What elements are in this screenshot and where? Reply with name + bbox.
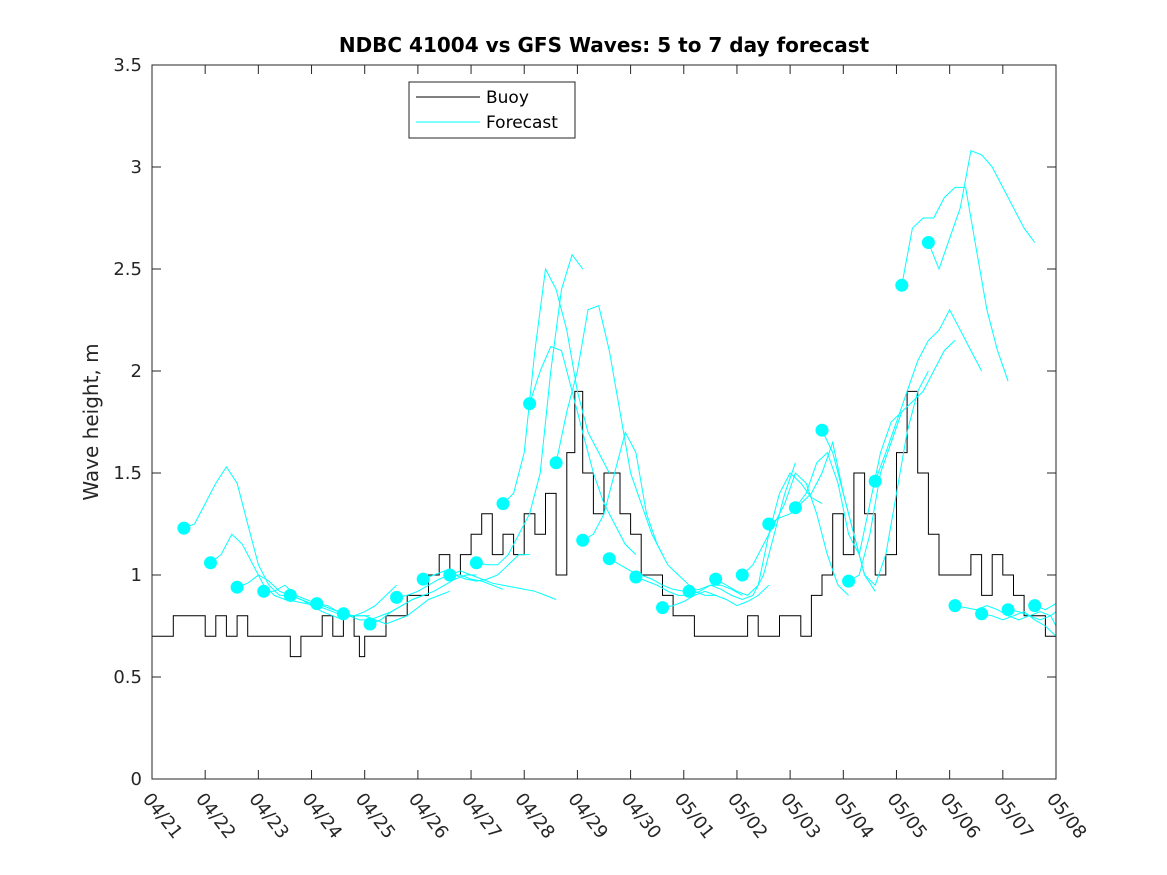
x-tick-label-13: 05/04 xyxy=(829,789,877,843)
x-tick-label-5: 04/26 xyxy=(404,789,452,843)
x-tick-label-1: 04/22 xyxy=(191,789,239,843)
x-tick-label-7: 04/28 xyxy=(510,789,558,843)
legend: Buoy Forecast xyxy=(408,81,576,139)
forecast-series-line-28 xyxy=(901,186,1009,382)
y-tick-label-1: 0.5 xyxy=(113,667,142,688)
forecast-initial-point-10 xyxy=(416,572,430,586)
forecast-initial-point-3 xyxy=(230,580,244,594)
x-tick-label-12: 05/03 xyxy=(776,789,824,843)
forecast-initial-point-22 xyxy=(735,568,749,582)
forecast-series-line-32 xyxy=(1008,609,1057,621)
y-tick-label-3: 1.5 xyxy=(113,463,142,484)
x-tick-label-3: 04/24 xyxy=(298,789,346,843)
forecast-initial-point-4 xyxy=(257,584,271,598)
y-tick-label-0: 0 xyxy=(131,769,142,790)
forecast-initial-point-12 xyxy=(469,556,483,570)
forecast-initial-point-27 xyxy=(868,474,882,488)
x-tick-label-2: 04/23 xyxy=(244,789,292,843)
forecast-series-line-25 xyxy=(821,370,929,587)
forecast-series-line-22 xyxy=(741,472,849,596)
forecast-initial-point-7 xyxy=(336,607,350,621)
forecast-initial-point-24 xyxy=(788,501,802,515)
forecast-series-line-20 xyxy=(689,462,796,601)
forecast-initial-point-16 xyxy=(576,533,590,547)
y-tick-label-5: 2.5 xyxy=(113,259,142,280)
forecast-initial-point-28 xyxy=(895,278,909,292)
forecast-series-line-15 xyxy=(555,305,663,555)
chart-title: NDBC 41004 vs GFS Waves: 5 to 7 day fore… xyxy=(339,33,870,57)
forecast-series-line-19 xyxy=(662,584,770,609)
forecast-initial-point-5 xyxy=(283,588,297,602)
y-axis-label: Wave height, m xyxy=(79,343,103,500)
forecast-series-line-8 xyxy=(369,574,477,625)
forecast-series-line-11 xyxy=(449,570,557,600)
legend-forecast-label: Forecast xyxy=(486,113,558,133)
forecast-initial-point-14 xyxy=(523,397,537,411)
forecast-series-line-16 xyxy=(582,430,690,586)
x-tick-label-17: 05/08 xyxy=(1042,789,1090,843)
x-tick-label-11: 05/02 xyxy=(723,789,771,843)
forecast-initial-point-33 xyxy=(1028,599,1042,613)
legend-box xyxy=(408,81,576,139)
forecast-initial-point-20 xyxy=(682,584,696,598)
forecast-series-line-24 xyxy=(794,411,903,557)
legend-buoy-label: Buoy xyxy=(486,88,529,108)
y-tick-label-4: 2 xyxy=(131,361,142,382)
forecast-series-line-1 xyxy=(183,465,291,596)
x-tick-label-15: 05/06 xyxy=(936,789,984,843)
forecast-initial-point-6 xyxy=(310,597,324,611)
plot-area xyxy=(152,65,1056,779)
forecast-initial-point-29 xyxy=(921,236,935,249)
forecast-series-line-31 xyxy=(981,611,1057,637)
forecast-initial-point-21 xyxy=(709,572,723,586)
forecast-initial-point-25 xyxy=(815,423,829,437)
forecast-series-line-29 xyxy=(927,150,1036,271)
forecast-series-line-13 xyxy=(502,267,610,504)
y-tick-label-2: 1 xyxy=(131,565,142,586)
forecast-initial-point-1 xyxy=(177,521,191,535)
forecast-initial-point-11 xyxy=(443,568,457,582)
x-tick-label-8: 04/29 xyxy=(563,789,611,843)
forecast-initial-point-26 xyxy=(842,574,856,588)
forecast-initial-point-32 xyxy=(1001,603,1015,617)
forecast-initial-point-8 xyxy=(363,617,377,631)
forecast-initial-point-2 xyxy=(204,556,217,570)
x-tick-label-4: 04/25 xyxy=(351,789,399,843)
forecast-initial-point-15 xyxy=(549,456,563,470)
forecast-series-line-27 xyxy=(874,308,983,482)
forecast-initial-point-31 xyxy=(975,607,989,621)
y-tick-label-7: 3.5 xyxy=(113,55,142,76)
forecast-initial-point-13 xyxy=(496,497,510,511)
forecast-initial-point-23 xyxy=(762,517,776,531)
y-tick-label-6: 3 xyxy=(131,157,142,178)
axes-box xyxy=(151,64,1057,780)
x-tick-label-6: 04/27 xyxy=(457,789,505,843)
forecast-initial-point-30 xyxy=(948,599,962,613)
forecast-series-line-10 xyxy=(423,554,530,582)
forecast-initial-point-18 xyxy=(629,570,643,584)
forecast-series-line-17 xyxy=(609,558,716,596)
forecast-initial-point-9 xyxy=(390,590,404,604)
forecast-initial-point-17 xyxy=(602,552,616,566)
series-layer xyxy=(152,150,1057,658)
x-tick-label-10: 05/01 xyxy=(670,789,718,843)
x-tick-label-9: 04/30 xyxy=(617,789,665,843)
forecast-series-line-14 xyxy=(529,345,637,555)
x-tick-label-0: 04/21 xyxy=(138,789,186,843)
forecast-series-line-7 xyxy=(343,590,450,625)
x-tick-label-16: 05/07 xyxy=(989,789,1037,843)
forecast-series-line-26 xyxy=(848,340,956,582)
forecast-series-line-12 xyxy=(476,253,584,566)
forecast-initial-point-19 xyxy=(656,601,669,615)
x-tick-label-14: 05/05 xyxy=(883,789,931,843)
